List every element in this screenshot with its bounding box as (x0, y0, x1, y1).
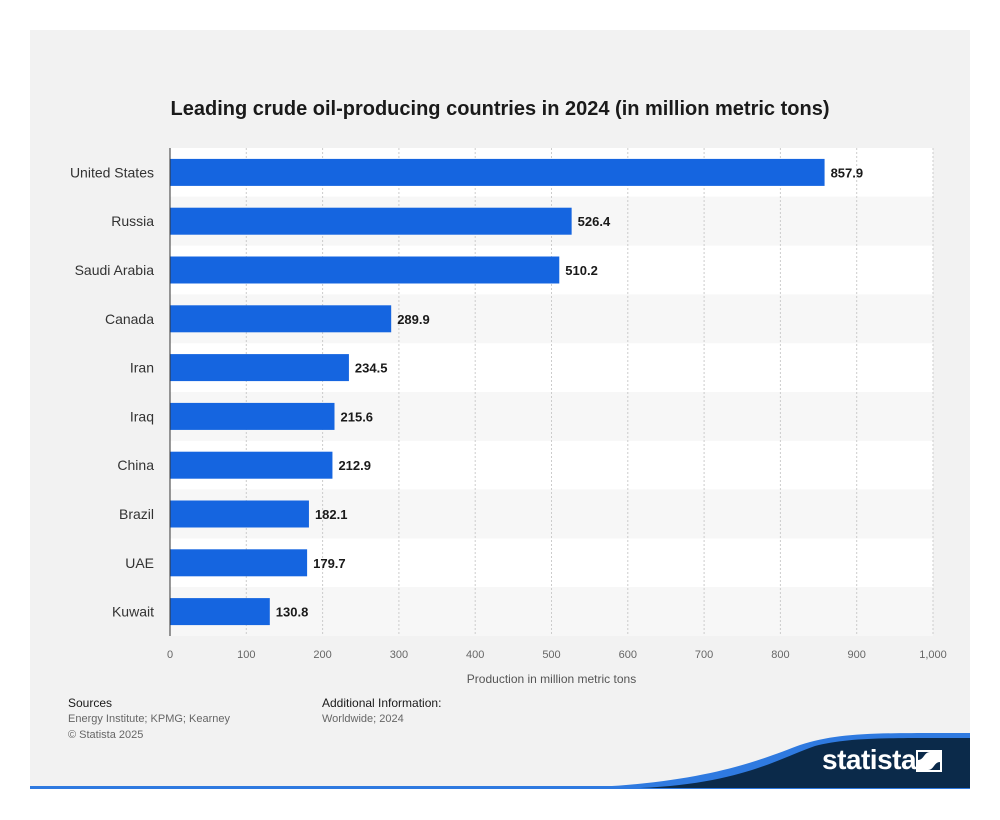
bar[interactable] (170, 451, 333, 479)
category-label: Iran (130, 360, 154, 376)
value-label: 130.8 (276, 605, 309, 620)
value-label: 182.1 (315, 507, 348, 522)
value-labels: 857.9 526.4 510.2 289.9 234.5 215.6 212.9 182.1… (276, 165, 863, 619)
value-label: 179.7 (313, 556, 346, 571)
copyright-text: © Statista 2025 (68, 729, 144, 741)
category-label: Brazil (119, 506, 154, 522)
category-label: Kuwait (112, 604, 154, 620)
x-tick-label: 200 (313, 649, 331, 661)
x-tick-label: 300 (390, 649, 408, 661)
bar[interactable] (170, 207, 572, 235)
x-tick-labels: 0 100 200 300 400 500 600 700 800 900 1,000 (167, 649, 947, 661)
x-tick-label: 100 (237, 649, 255, 661)
category-label: Iraq (130, 408, 154, 424)
category-label: Russia (111, 213, 154, 229)
bar[interactable] (170, 158, 825, 186)
x-axis-label: Production in million metric tons (466, 672, 637, 686)
bar[interactable] (170, 500, 309, 528)
bar[interactable] (170, 256, 560, 284)
bar[interactable] (170, 354, 349, 382)
bar[interactable] (170, 402, 335, 430)
x-tick-label: 900 (848, 649, 866, 661)
category-label: UAE (125, 555, 154, 571)
x-tick-label: 700 (695, 649, 713, 661)
row-band (170, 587, 933, 636)
bar[interactable] (170, 305, 392, 333)
bar[interactable] (170, 549, 308, 577)
value-label: 857.9 (831, 165, 864, 180)
statista-logo-icon (916, 750, 942, 772)
additional-info-text: Worldwide; 2024 (322, 713, 404, 725)
value-label: 510.2 (565, 263, 598, 278)
value-label: 526.4 (578, 214, 611, 229)
statista-logo[interactable]: statista (822, 744, 917, 775)
x-tick-label: 400 (466, 649, 484, 661)
additional-info-heading: Additional Information: (322, 696, 442, 710)
bars (170, 158, 825, 626)
category-labels: United States Russia Saudi Arabia Canada Ira… (70, 164, 154, 619)
x-tick-label: 800 (771, 649, 789, 661)
x-tick-label: 600 (619, 649, 637, 661)
x-tick-label: 500 (542, 649, 560, 661)
wave-dark (640, 737, 970, 788)
sources-heading: Sources (68, 696, 113, 710)
value-label: 215.6 (341, 409, 374, 424)
value-label: 234.5 (355, 361, 388, 376)
category-label: United States (70, 164, 154, 180)
category-label: China (117, 457, 154, 473)
bar[interactable] (170, 598, 270, 626)
category-label: Canada (105, 311, 154, 327)
card-bottom-border (30, 786, 970, 789)
chart-title: Leading crude oil-producing countries in… (170, 98, 830, 120)
sources-text: Energy Institute; KPMG; Kearney (68, 713, 231, 725)
x-tick-label: 1,000 (919, 649, 947, 661)
value-label: 289.9 (397, 312, 430, 327)
value-label: 212.9 (338, 458, 371, 473)
category-label: Saudi Arabia (75, 262, 155, 278)
x-tick-label: 0 (167, 649, 173, 661)
